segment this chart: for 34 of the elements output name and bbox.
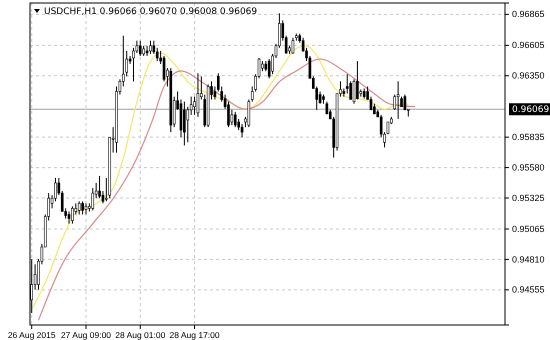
- candlestick: [292, 37, 294, 54]
- y-tick-label: 0.95580: [512, 162, 545, 172]
- x-tick-label: 28 Aug 17:00: [170, 330, 220, 340]
- candlestick: [234, 111, 237, 128]
- candlestick: [78, 200, 81, 215]
- candlestick: [193, 96, 196, 116]
- x-tick-label: 28 Aug 01:00: [115, 330, 166, 340]
- candlestick: [373, 103, 376, 114]
- y-tick-label: 0.94555: [512, 284, 545, 295]
- y-tick-label: 0.95065: [512, 224, 545, 234]
- candlestick: [68, 210, 70, 224]
- ref-line-label: 0.96069: [512, 105, 550, 116]
- x-tick-label: 26 Aug 2015: [8, 330, 56, 340]
- candlestick: [196, 72, 200, 118]
- candlestick: [71, 206, 74, 224]
- y-tick-label: 0.96350: [512, 70, 545, 81]
- candlestick: [183, 101, 186, 146]
- candlestick: [84, 202, 88, 215]
- candlestick: [356, 60, 359, 100]
- candlestick: [81, 200, 84, 215]
- y-tick-label: 0.94810: [512, 254, 545, 264]
- candlestick: [149, 40, 152, 54]
- y-tick-label: 0.95325: [512, 192, 545, 203]
- candlestick: [142, 45, 145, 56]
- y-tick-label: 0.96605: [512, 40, 545, 50]
- x-tick-label: 27 Aug 09:00: [60, 330, 112, 340]
- candlestick: [396, 80, 400, 120]
- y-tick-label: 0.95835: [512, 132, 545, 142]
- candlestick: [362, 88, 366, 100]
- y-tick-label: 0.96865: [512, 9, 545, 20]
- text: USDCHF,H1 0.96066 0.96070 0.96008 0.96069: [44, 7, 258, 17]
- candlestick: [404, 94, 406, 110]
- candlestick: [138, 40, 142, 56]
- candlestick: [349, 80, 352, 100]
